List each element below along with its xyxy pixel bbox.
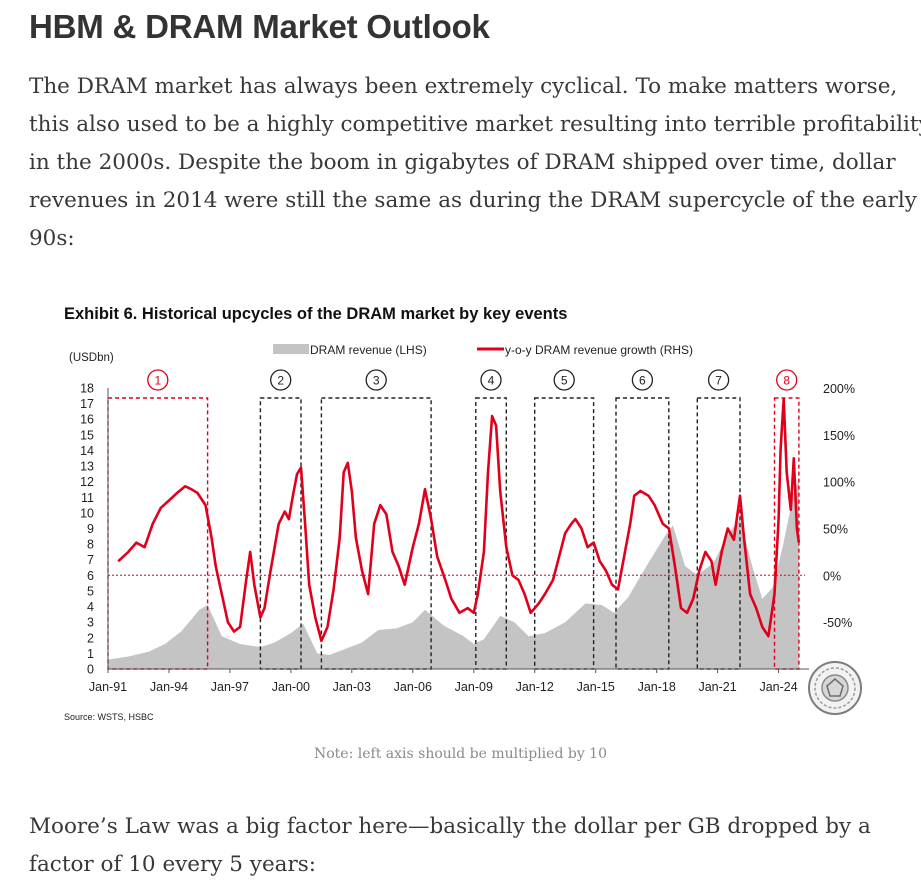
legend-revenue-swatch (273, 344, 309, 354)
figure-caption: Note: left axis should be multiplied by … (314, 746, 607, 762)
left-unit-label: (USDbn) (69, 352, 114, 364)
upcycle-number-3: 3 (373, 374, 380, 388)
left-tick-label: 10 (80, 506, 94, 520)
left-tick-label: 6 (87, 569, 94, 583)
left-tick-label: 3 (87, 616, 94, 630)
upcycle-number-1: 1 (154, 374, 161, 388)
left-tick-label: 18 (80, 382, 94, 396)
right-tick-label: -50% (823, 616, 852, 630)
upcycle-marker-6 (631, 369, 654, 391)
left-tick-label: 11 (81, 491, 94, 505)
x-tick-label: Jan-97 (211, 680, 249, 694)
text-line: The DRAM market has always been extremel… (29, 74, 898, 99)
text-line: Moore’s Law was a big factor here—basica… (29, 814, 871, 839)
left-tick-label: 1 (87, 647, 94, 661)
source-label: Source: WSTS, HSBC (64, 712, 154, 722)
right-tick-label: 50% (823, 523, 848, 537)
left-tick-label: 8 (87, 538, 94, 552)
legend-revenue-label: DRAM revenue (LHS) (310, 343, 427, 357)
chart-title: Exhibit 6. Historical upcycles of the DR… (64, 305, 567, 323)
right-tick-label: 200% (823, 382, 855, 396)
upcycle-number-4: 4 (488, 374, 495, 388)
text-line: 90s: (29, 226, 75, 251)
growth-line (117, 397, 801, 643)
upcycle-marker-5 (553, 369, 575, 391)
upcycle-marker-8 (776, 369, 798, 391)
text-line: in the 2000s. Despite the boom in gigaby… (29, 150, 896, 175)
left-tick-label: 4 (87, 600, 94, 614)
x-tick-label: Jan-03 (333, 680, 371, 694)
upcycle-marker-7 (707, 369, 730, 391)
x-tick-label: Jan-00 (272, 680, 310, 694)
right-tick-label: 100% (823, 476, 855, 490)
x-tick-label: Jan-91 (89, 680, 127, 694)
left-tick-label: 14 (80, 444, 94, 458)
left-tick-label: 7 (87, 553, 94, 567)
x-tick-label: Jan-09 (455, 680, 493, 694)
left-tick-label: 5 (87, 584, 94, 598)
text-line: revenues in 2014 were still the same as … (29, 188, 917, 213)
upcycle-box-2 (259, 397, 302, 670)
upcycle-number-6: 6 (639, 374, 646, 388)
revenue-area (108, 480, 799, 669)
upcycle-number-2: 2 (277, 374, 284, 388)
left-tick-label: 12 (80, 475, 94, 489)
upcycle-number-5: 5 (561, 374, 568, 388)
article-heading: HBM & DRAM Market Outlook (29, 8, 490, 45)
right-tick-label: 0% (823, 569, 841, 583)
left-tick-label: 15 (80, 428, 94, 442)
x-tick-label: Jan-21 (698, 680, 736, 694)
upcycle-number-7: 7 (715, 374, 722, 388)
chart-figure: Exhibit 6. Historical upcycles of the DR… (57, 292, 867, 732)
dram-chart: Exhibit 6. Historical upcycles of the DR… (64, 305, 862, 722)
moores-law-paragraph: Moore’s Law was a big factor here—basica… (29, 808, 909, 884)
right-tick-label: 150% (823, 429, 855, 443)
upcycle-marker-4 (480, 369, 502, 391)
text-line: this also used to be a highly competitiv… (29, 112, 921, 137)
upcycle-box-7 (696, 397, 741, 670)
watermark-seal (808, 661, 862, 715)
legend-growth-label: y-o-y DRAM revenue growth (RHS) (505, 343, 693, 357)
x-tick-label: Jan-06 (394, 680, 432, 694)
text-line: factor of 10 every 5 years: (29, 852, 317, 877)
left-tick-label: 17 (80, 397, 94, 411)
left-tick-label: 16 (80, 413, 94, 427)
x-tick-label: Jan-12 (516, 680, 554, 694)
upcycle-box-8 (773, 397, 800, 670)
upcycle-marker-2 (270, 369, 292, 391)
upcycle-marker-1 (147, 369, 169, 391)
left-tick-label: 9 (87, 522, 94, 536)
x-tick-label: Jan-18 (638, 680, 676, 694)
x-tick-label: Jan-24 (759, 680, 797, 694)
x-tick-label: Jan-15 (577, 680, 615, 694)
x-tick-label: Jan-94 (150, 680, 188, 694)
upcycle-marker-3 (365, 369, 387, 391)
left-tick-label: 2 (87, 631, 94, 645)
left-tick-label: 0 (87, 663, 94, 677)
upcycle-number-8: 8 (783, 374, 790, 388)
left-tick-label: 13 (80, 460, 94, 474)
intro-paragraph: The DRAM market has always been extremel… (29, 68, 921, 258)
